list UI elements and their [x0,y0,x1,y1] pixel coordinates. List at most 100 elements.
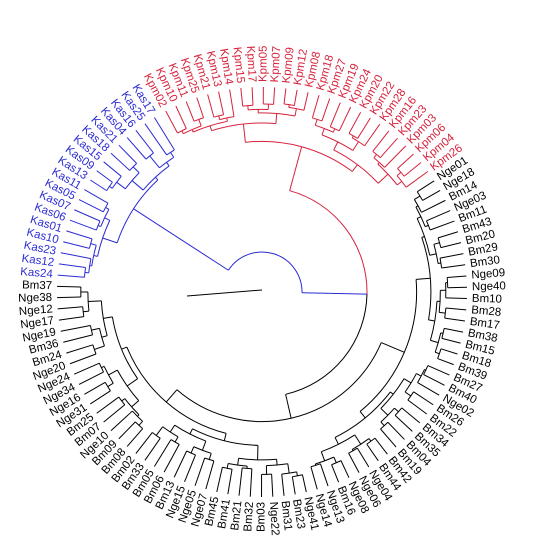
leaf-label: Nge09 [471,267,506,282]
internal-branch [131,180,144,191]
internal-branch [101,365,105,369]
node-arc [334,391,391,438]
leaf-label: Bm37 [22,279,52,292]
internal-branch [242,123,246,143]
leaf-label: Kpm15 [231,46,247,83]
internal-branch [90,243,97,246]
tip-branch [163,444,180,473]
node-arc [396,175,407,188]
internal-branch [414,195,421,200]
backbone-branch [285,394,288,400]
node-arc [380,407,395,423]
node-arc [331,460,342,466]
internal-branch [359,411,366,419]
internal-branch [103,316,113,319]
internal-branch [93,255,98,257]
node-arc [102,202,109,213]
leaf-label: Bm10 [472,293,502,306]
tip-branch [356,447,370,468]
node-arc [116,179,159,244]
leaf-label: Kas12 [21,253,55,269]
internal-branch [104,217,111,221]
backbone-branch [289,176,295,191]
internal-branch [314,119,318,126]
tip-branch [281,474,285,496]
leaf-label: Kpm07 [269,46,283,83]
tip-branch [440,348,458,355]
node-arc [348,447,358,454]
node-arc [145,152,154,160]
internal-branch [155,426,164,436]
tip-branch [303,92,309,111]
tip-branch [348,112,362,134]
tip-branch [427,365,450,376]
tip-branch [57,306,83,310]
internal-branch [373,154,377,159]
tip-branch [196,97,205,118]
node-arc [242,467,252,470]
tip-branch [144,123,168,156]
node-arc [103,366,114,384]
internal-branch [333,456,337,463]
tip-branch [144,438,161,461]
node-arc [421,237,432,321]
tip-branch [429,220,455,231]
leaf-label: Kas24 [20,266,54,281]
tip-branch [413,391,434,406]
tip-branch [90,390,111,405]
tip-branch [185,101,195,122]
tip-branch [437,358,454,366]
internal-branch [94,345,105,350]
internal-branch [354,434,362,445]
tip-branch [329,102,341,128]
tip-branch [240,88,244,107]
node-arc [352,438,370,450]
tip-branch [74,209,101,222]
tip-branch [84,381,106,395]
tip-branch [194,457,206,486]
internal-branch [428,319,435,322]
tip-branch [397,153,414,169]
node-arc [315,456,335,465]
tip-branch [57,274,85,278]
leaf-label: Kpm09 [281,47,297,85]
node-arc [118,396,126,406]
tip-branch [301,474,307,493]
tip-branch [96,170,113,183]
tip-branch [173,450,188,478]
tip-branch [403,162,422,177]
internal-branch [83,310,89,313]
node-arc [446,277,449,288]
tip-branch [205,460,215,490]
node-arc [211,122,276,132]
tip-branch [283,88,287,105]
tip-branch [103,161,122,177]
internal-branch [377,173,389,184]
internal-branch [102,237,118,244]
tip-branch [69,353,97,365]
tip-branch [364,123,381,147]
node-arc [104,382,111,392]
node-arc [176,342,382,423]
internal-branch [201,440,207,451]
leaf-label: Bm28 [471,304,502,319]
internal-branch [174,436,179,443]
tip-branch [374,437,388,455]
node-arc [444,307,447,319]
tip-branch [407,399,428,415]
root-branch [301,292,367,295]
node-arc [359,279,418,412]
tip-branch [251,87,254,106]
internal-branch [109,185,113,189]
internal-branch [416,216,422,219]
internal-branch [181,130,184,134]
leaf-label: Bm23 [290,498,307,530]
internal-branch [429,253,437,256]
node-arc [242,104,253,107]
tip-branch [78,371,104,385]
tip-branch [379,137,398,158]
tree-branches [57,86,467,498]
internal-branch [132,166,140,174]
node-arc [132,410,143,422]
tip-branch [58,263,86,269]
